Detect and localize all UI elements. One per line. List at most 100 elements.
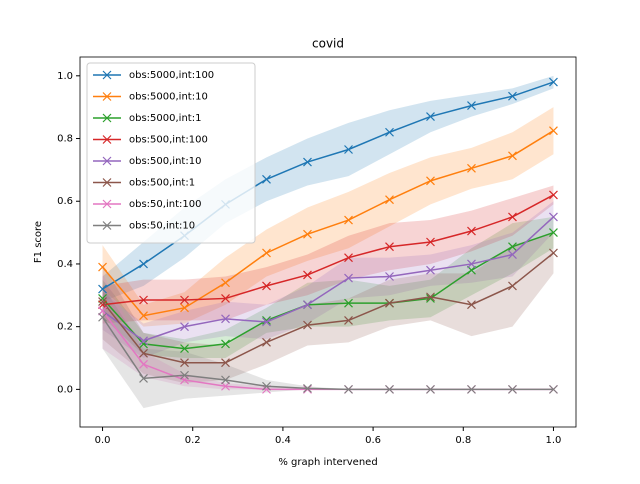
legend-marker — [102, 221, 112, 230]
marker — [467, 384, 476, 394]
x-tick-label: 0.6 — [365, 435, 381, 446]
marker — [262, 337, 271, 347]
y-tick-label: 0.8 — [57, 134, 73, 145]
marker — [98, 297, 107, 307]
x-tick-label: 0.4 — [275, 435, 291, 446]
legend-marker — [102, 199, 112, 209]
marker — [98, 312, 107, 322]
marker — [221, 278, 230, 288]
marker — [508, 384, 517, 394]
marker — [98, 300, 107, 310]
marker — [139, 336, 148, 346]
marker — [221, 358, 230, 368]
marker — [385, 195, 394, 205]
marker — [180, 370, 189, 380]
x-tick-label: 0.0 — [95, 435, 111, 446]
series-line — [102, 194, 554, 306]
marker — [180, 295, 189, 305]
series-line — [101, 231, 554, 350]
marker — [508, 91, 517, 101]
marker — [303, 300, 312, 310]
marker — [303, 384, 312, 394]
marker — [508, 212, 517, 222]
marker — [221, 339, 230, 349]
series-line — [101, 252, 554, 364]
marker — [262, 248, 271, 258]
confidence-band — [102, 201, 554, 359]
marker — [549, 126, 558, 136]
marker — [385, 127, 394, 137]
x-tick-label: 1.0 — [546, 435, 562, 446]
marker — [467, 101, 476, 111]
marker — [344, 384, 353, 394]
legend-marker — [102, 92, 112, 101]
marker — [262, 381, 271, 391]
marker — [385, 272, 394, 281]
marker — [426, 176, 435, 186]
marker — [262, 174, 271, 184]
marker — [344, 273, 353, 283]
marker — [221, 375, 230, 385]
marker — [303, 157, 312, 167]
marker — [139, 295, 148, 305]
y-axis-label: F1 score — [33, 221, 44, 263]
marker — [98, 284, 107, 294]
marker — [139, 259, 148, 269]
marker — [180, 344, 189, 354]
marker — [549, 77, 558, 87]
series-line — [101, 316, 554, 391]
marker — [508, 281, 517, 291]
y-tick-label: 1.0 — [57, 71, 73, 82]
marker — [139, 373, 148, 383]
marker — [262, 317, 271, 327]
marker — [221, 294, 230, 303]
marker — [98, 294, 107, 303]
confidence-band — [102, 107, 554, 327]
plot-frame — [79, 56, 577, 428]
marker — [303, 270, 312, 280]
marker — [467, 265, 476, 275]
marker — [98, 262, 107, 272]
marker — [344, 215, 353, 225]
x-tick-label: 0.8 — [455, 435, 471, 446]
legend-marker — [102, 178, 112, 187]
marker — [303, 320, 312, 330]
x-axis-label: % graph intervened — [278, 457, 377, 468]
marker — [549, 248, 558, 258]
legend-marker — [102, 70, 112, 80]
marker — [426, 265, 435, 275]
marker — [98, 306, 107, 316]
marker — [549, 228, 558, 238]
series-line — [101, 130, 554, 317]
marker — [262, 281, 271, 291]
marker — [221, 381, 230, 391]
marker — [180, 322, 189, 332]
legend-marker — [102, 135, 112, 144]
legend-marker — [102, 113, 112, 123]
marker — [344, 298, 353, 308]
legend-label: obs:500,int:1 — [129, 178, 195, 189]
marker — [344, 315, 353, 325]
marker — [426, 294, 435, 303]
marker — [467, 300, 476, 310]
marker — [303, 229, 312, 239]
chart-title: covid — [312, 37, 344, 51]
marker — [385, 384, 394, 394]
legend-label: obs:500,int:10 — [129, 156, 201, 167]
marker — [467, 226, 476, 236]
marker — [549, 212, 558, 222]
marker — [467, 259, 476, 269]
marker — [180, 358, 189, 368]
y-tick-label: 0.2 — [57, 322, 73, 333]
marker — [262, 315, 271, 325]
marker — [139, 359, 148, 369]
marker — [180, 303, 189, 313]
x-tick-label: 0.2 — [185, 435, 201, 446]
marker — [303, 384, 312, 393]
confidence-band — [102, 285, 554, 409]
confidence-band — [102, 216, 554, 359]
marker — [426, 112, 435, 122]
marker — [426, 384, 435, 394]
y-tick-label: 0.4 — [57, 259, 73, 270]
